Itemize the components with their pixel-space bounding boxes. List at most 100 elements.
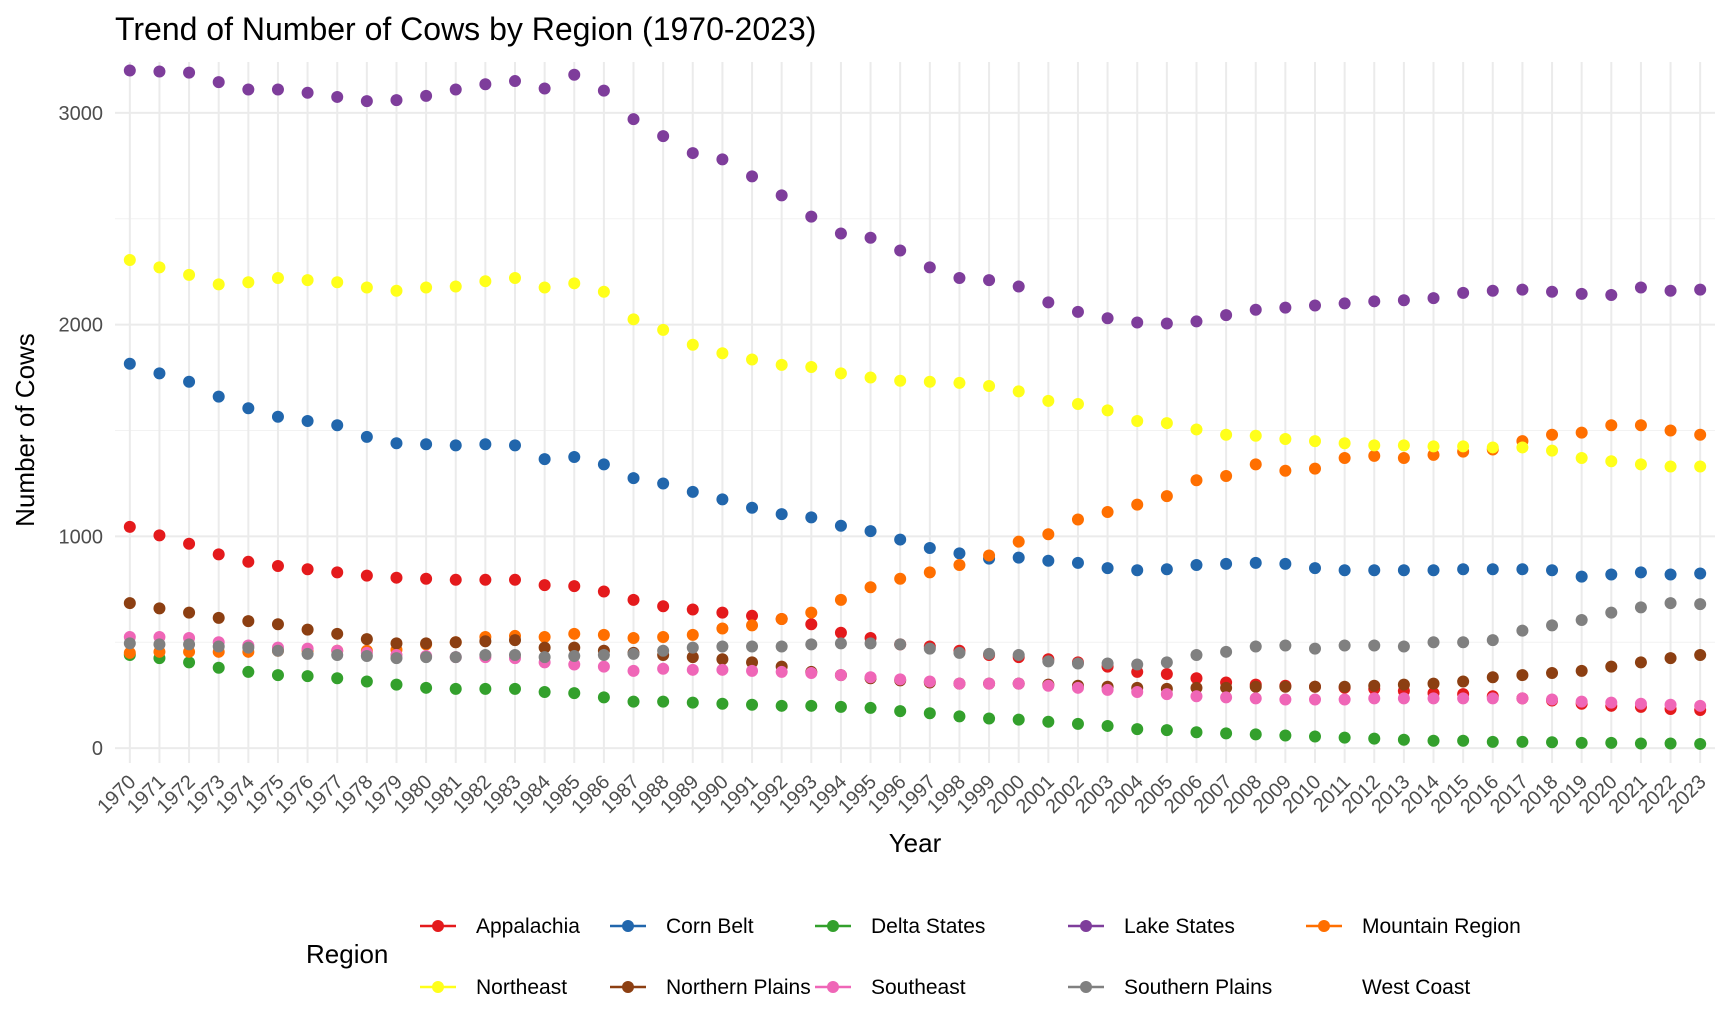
y-axis-label: Number of Cows bbox=[10, 333, 40, 527]
data-point bbox=[449, 636, 462, 649]
data-point bbox=[864, 701, 877, 714]
data-point bbox=[1427, 734, 1440, 747]
data-point bbox=[538, 641, 551, 654]
data-point bbox=[538, 686, 551, 699]
data-point bbox=[390, 94, 403, 107]
data-point bbox=[864, 231, 877, 244]
data-point bbox=[864, 671, 877, 684]
data-point bbox=[568, 687, 581, 700]
legend-key-dot bbox=[1080, 920, 1092, 932]
data-point bbox=[657, 695, 670, 708]
data-point bbox=[686, 696, 699, 709]
legend-label: Southern Plains bbox=[1124, 976, 1272, 999]
data-point bbox=[834, 700, 847, 713]
data-point bbox=[1309, 693, 1321, 706]
data-point bbox=[1309, 562, 1321, 575]
y-tick-label: 3000 bbox=[59, 103, 104, 125]
data-point bbox=[123, 254, 136, 267]
data-point bbox=[834, 367, 847, 380]
data-point bbox=[597, 285, 610, 298]
data-point bbox=[301, 623, 314, 636]
legend-key-dot bbox=[432, 981, 444, 993]
data-point bbox=[242, 555, 255, 568]
data-point bbox=[597, 691, 610, 704]
data-point bbox=[390, 571, 403, 584]
data-point bbox=[923, 566, 936, 579]
data-point bbox=[1634, 656, 1647, 669]
data-point bbox=[1427, 677, 1440, 690]
data-point bbox=[1042, 394, 1055, 407]
data-point bbox=[775, 640, 788, 653]
data-point bbox=[953, 710, 966, 723]
data-point bbox=[509, 272, 521, 285]
data-point bbox=[1042, 655, 1055, 668]
data-point bbox=[657, 630, 670, 643]
data-point bbox=[1368, 639, 1381, 652]
data-point bbox=[242, 276, 255, 289]
data-point bbox=[746, 640, 759, 653]
data-point bbox=[153, 602, 166, 615]
data-point bbox=[775, 699, 788, 712]
data-point bbox=[360, 430, 373, 443]
data-point bbox=[1486, 284, 1499, 297]
data-point bbox=[1338, 639, 1351, 652]
data-point bbox=[271, 410, 284, 423]
data-point bbox=[509, 648, 521, 661]
y-tick-label: 0 bbox=[92, 738, 103, 760]
data-point bbox=[183, 638, 196, 651]
data-point bbox=[153, 638, 166, 651]
data-point bbox=[657, 644, 670, 657]
data-point bbox=[1575, 426, 1588, 439]
data-point bbox=[1634, 737, 1647, 750]
data-point bbox=[360, 569, 373, 582]
data-point bbox=[420, 281, 433, 294]
data-point bbox=[627, 472, 640, 485]
grid-major bbox=[115, 62, 1715, 763]
data-point bbox=[1546, 564, 1559, 577]
data-point bbox=[1516, 563, 1529, 576]
data-point bbox=[479, 682, 492, 695]
data-point bbox=[1368, 449, 1381, 462]
data-point bbox=[894, 673, 907, 686]
data-point bbox=[331, 90, 344, 103]
legend-item: Delta States bbox=[815, 915, 985, 938]
data-point bbox=[716, 697, 729, 710]
data-point bbox=[1634, 419, 1647, 432]
data-point bbox=[1160, 317, 1173, 330]
data-point bbox=[1634, 697, 1647, 710]
data-point bbox=[1220, 681, 1233, 694]
data-point bbox=[1368, 692, 1381, 705]
data-point bbox=[1071, 398, 1084, 411]
data-point bbox=[1605, 455, 1618, 468]
data-point bbox=[686, 147, 699, 160]
data-point bbox=[597, 648, 610, 661]
data-point bbox=[834, 626, 847, 639]
data-point bbox=[597, 585, 610, 598]
data-point bbox=[390, 678, 403, 691]
data-point bbox=[1309, 642, 1321, 655]
data-point bbox=[1457, 675, 1470, 688]
data-point bbox=[1575, 664, 1588, 677]
data-point bbox=[1664, 652, 1677, 665]
data-point bbox=[953, 558, 966, 571]
data-point bbox=[657, 662, 670, 675]
data-point bbox=[1664, 568, 1677, 581]
legend-label: West Coast bbox=[1362, 976, 1470, 999]
data-point bbox=[775, 189, 788, 202]
data-point bbox=[686, 485, 699, 498]
data-point bbox=[331, 627, 344, 640]
data-point bbox=[1101, 506, 1114, 519]
data-point bbox=[301, 647, 314, 660]
data-point bbox=[1249, 728, 1262, 741]
data-point bbox=[686, 603, 699, 616]
x-axis-ticks: 1970197119721973197419751976197719781979… bbox=[93, 771, 1710, 818]
data-point bbox=[212, 611, 225, 624]
data-point bbox=[864, 637, 877, 650]
data-point bbox=[538, 281, 551, 294]
data-point bbox=[1190, 474, 1203, 487]
data-point bbox=[1546, 736, 1559, 749]
data-point bbox=[1071, 717, 1084, 730]
data-point bbox=[657, 600, 670, 613]
data-point bbox=[1397, 564, 1410, 577]
